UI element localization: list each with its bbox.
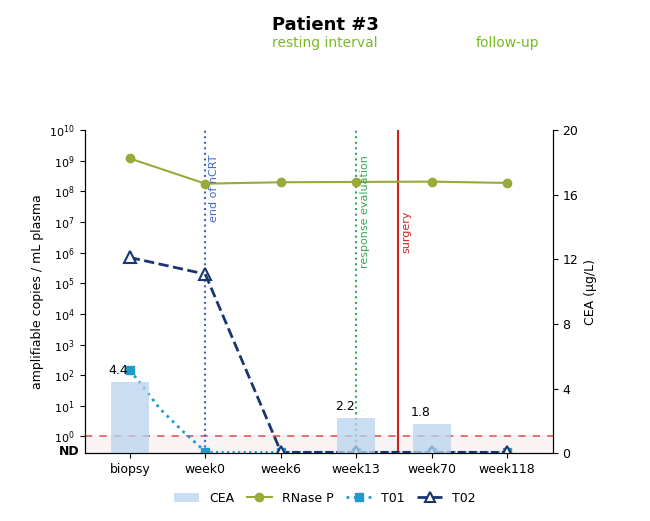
Text: surgery: surgery (402, 210, 411, 253)
Bar (84, 435, 552, 453)
Text: 4.4: 4.4 (109, 364, 129, 377)
Text: 2.2: 2.2 (335, 400, 355, 413)
Text: Patient #3: Patient #3 (272, 16, 378, 34)
Bar (337, 418, 375, 453)
Text: follow-up: follow-up (475, 36, 539, 51)
Y-axis label: amplifiable copies / mL plasma: amplifiable copies / mL plasma (31, 194, 44, 389)
Text: response evaluation: response evaluation (360, 155, 370, 268)
Text: ND: ND (59, 445, 80, 458)
Bar (413, 424, 450, 453)
Text: resting interval: resting interval (272, 36, 378, 51)
Bar (111, 382, 149, 453)
Text: 1.8: 1.8 (411, 406, 430, 419)
Y-axis label: CEA (μg/L): CEA (μg/L) (584, 259, 597, 325)
Legend: CEA, RNase P, T01, T02: CEA, RNase P, T01, T02 (169, 487, 481, 510)
Text: end of nCRT: end of nCRT (209, 155, 219, 222)
